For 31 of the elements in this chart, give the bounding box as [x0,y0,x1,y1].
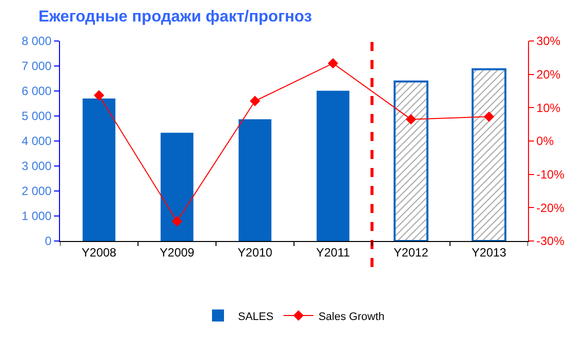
legend-label: Sales Growth [318,310,384,323]
y2-tick-label: 20% [536,68,561,82]
point [484,111,494,122]
point [328,58,338,69]
y-tick-label: 1 000 [22,209,52,224]
x-tick-label: Y2013 [472,245,507,260]
point [406,114,416,125]
y-tick-label: 0 [44,234,52,248]
point [250,96,260,106]
y-tick-label: 4 000 [22,134,52,148]
y-tick-label: 6 000 [22,84,52,98]
x-tick-label: Y2012 [394,245,429,260]
y2-tick-label: -30% [536,234,565,248]
y2-tick-label: -20% [536,200,565,215]
y2-tick-label: 0% [536,134,554,148]
point [172,216,182,227]
y-tick-label: 3 000 [22,159,52,174]
y-tick-label: 5 000 [22,109,52,124]
x-tick-label: Y2008 [82,245,117,260]
y-tick-label: 2 000 [22,184,52,198]
y2-tick-label: 10% [536,100,561,115]
point [94,90,104,101]
chart-title: Ежегодные продажи факт/прогноз [38,8,312,26]
y-tick-label: 8 000 [22,34,52,48]
y-tick-label: 7 000 [22,59,52,74]
y2-tick-label: -10% [536,168,565,182]
y2-tick-label: 30% [536,34,561,48]
legend-label: SALES [238,310,274,323]
x-tick-label: Y2010 [238,245,273,260]
x-tick-label: Y2011 [316,245,350,260]
x-tick-label: Y2009 [160,245,195,260]
